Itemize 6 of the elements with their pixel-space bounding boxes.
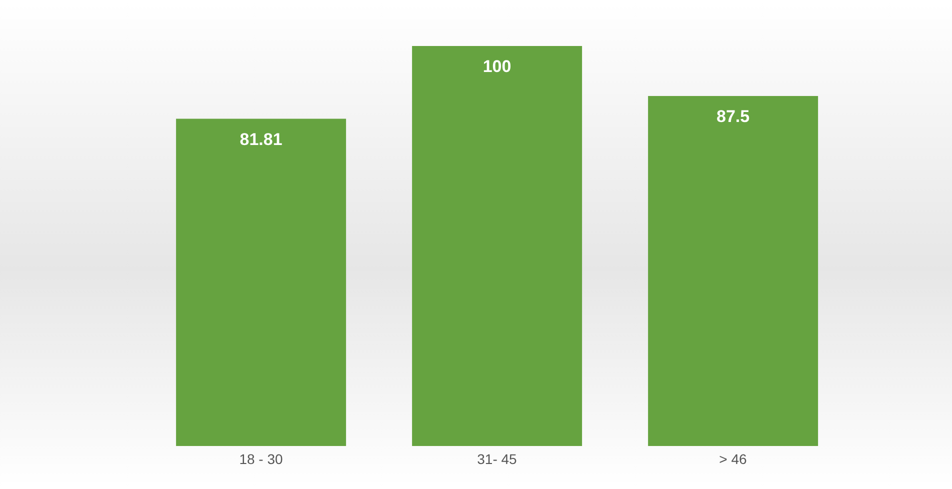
data-label: 81.81 [240,130,282,149]
x-tick-label: 18 - 30 [239,450,284,467]
x-tick-label: > 46 [719,450,748,467]
x-tick-label: 31- 45 [477,450,518,467]
data-label: 100 [482,57,512,76]
data-label: 87.5 [716,107,750,126]
